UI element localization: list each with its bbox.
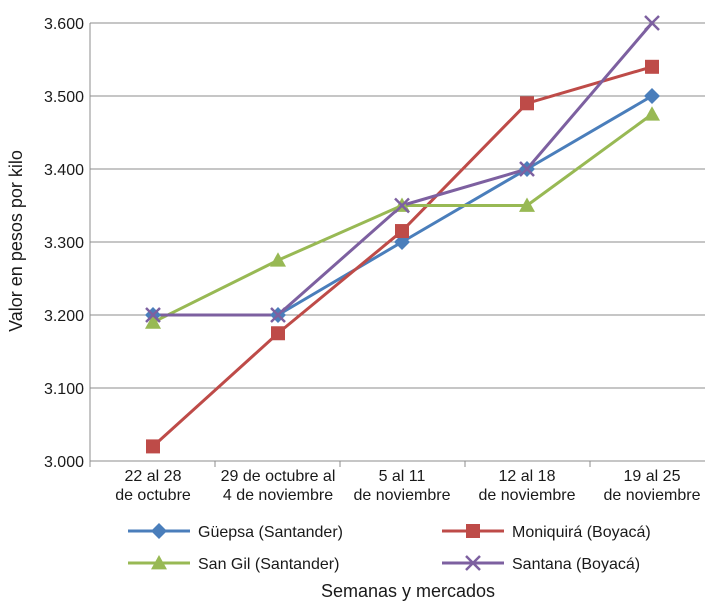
legend-label: Santana (Boyacá) [512, 556, 640, 573]
legend-label: Güepsa (Santander) [198, 524, 343, 541]
data-point-stroke [394, 197, 410, 214]
y-tick-label: 3.500 [44, 89, 84, 106]
data-point [644, 106, 660, 121]
data-point [271, 326, 285, 341]
series-layer [145, 15, 660, 454]
y-tick-label: 3.600 [44, 16, 84, 33]
legend-item: San Gil (Santander) [128, 555, 339, 573]
legend-label: San Gil (Santander) [198, 556, 339, 573]
x-tick-label-line: de octubre [115, 487, 191, 504]
y-tick-label: 3.400 [44, 162, 84, 179]
x-tick-label-line: 4 de noviembre [223, 487, 333, 504]
x-tick-label-line: 12 al 18 [499, 468, 556, 485]
data-point [151, 555, 167, 570]
series-line [152, 113, 653, 324]
legend-item: Santana (Boyacá) [442, 555, 640, 573]
x-tick-label: 29 de octubre al 4 de noviembre [221, 468, 336, 504]
data-point-stroke [644, 15, 660, 31]
data-point [466, 524, 480, 538]
data-point [520, 96, 534, 111]
y-tick-label: 3.000 [44, 454, 84, 471]
legend: Güepsa (Santander) Moniquirá (Boyacá) San … [128, 523, 651, 573]
data-point-stroke [519, 161, 535, 177]
data-point [644, 88, 660, 104]
data-point [395, 224, 409, 239]
data-point [394, 197, 410, 214]
legend-label: Moniquirá (Boyacá) [512, 524, 651, 541]
data-point [519, 197, 535, 212]
x-axis-title: Semanas y mercados [321, 581, 495, 601]
x-tick-label: 12 al 18 de noviembre [479, 468, 576, 504]
series-line [151, 65, 653, 448]
y-tick-label: 3.100 [44, 381, 84, 398]
data-point [270, 307, 286, 323]
x-tick-label-line: 22 al 28 [125, 468, 182, 485]
x-tick-label-line: 5 al 11 [379, 468, 426, 485]
x-tick-label-line: de noviembre [604, 487, 701, 504]
x-tick-label: 19 al 25 de noviembre [604, 468, 701, 504]
data-point [645, 59, 659, 74]
data-point [146, 439, 160, 454]
x-tick-label-line: 29 de octubre al [221, 468, 336, 485]
data-point [145, 307, 161, 323]
data-point-stroke [270, 307, 286, 323]
data-point [145, 314, 161, 329]
x-tick-label-line: 19 al 25 [624, 468, 681, 485]
data-point [151, 523, 167, 539]
data-point [270, 252, 286, 267]
x-tick-label-line: de noviembre [479, 487, 576, 504]
y-tick-label: 3.300 [44, 235, 84, 252]
y-axis-title: Valor en pesos por kilo [6, 150, 26, 332]
data-point [465, 555, 481, 571]
x-tick-label-line: de noviembre [354, 487, 451, 504]
x-tick-label: 5 al 11 de noviembre [354, 468, 451, 504]
y-tick-label: 3.200 [44, 308, 84, 325]
legend-item: Güepsa (Santander) [128, 523, 343, 541]
data-point-stroke [145, 307, 161, 323]
x-tick-label: 22 al 28 de octubre [115, 468, 191, 504]
legend-item: Moniquirá (Boyacá) [442, 524, 651, 541]
data-point [519, 161, 535, 177]
data-point-stroke [465, 555, 481, 571]
data-point [644, 15, 660, 31]
axis-layer: 3.000 3.100 3.200 3.300 3.400 3.500 3.600 22 al… [44, 16, 701, 504]
